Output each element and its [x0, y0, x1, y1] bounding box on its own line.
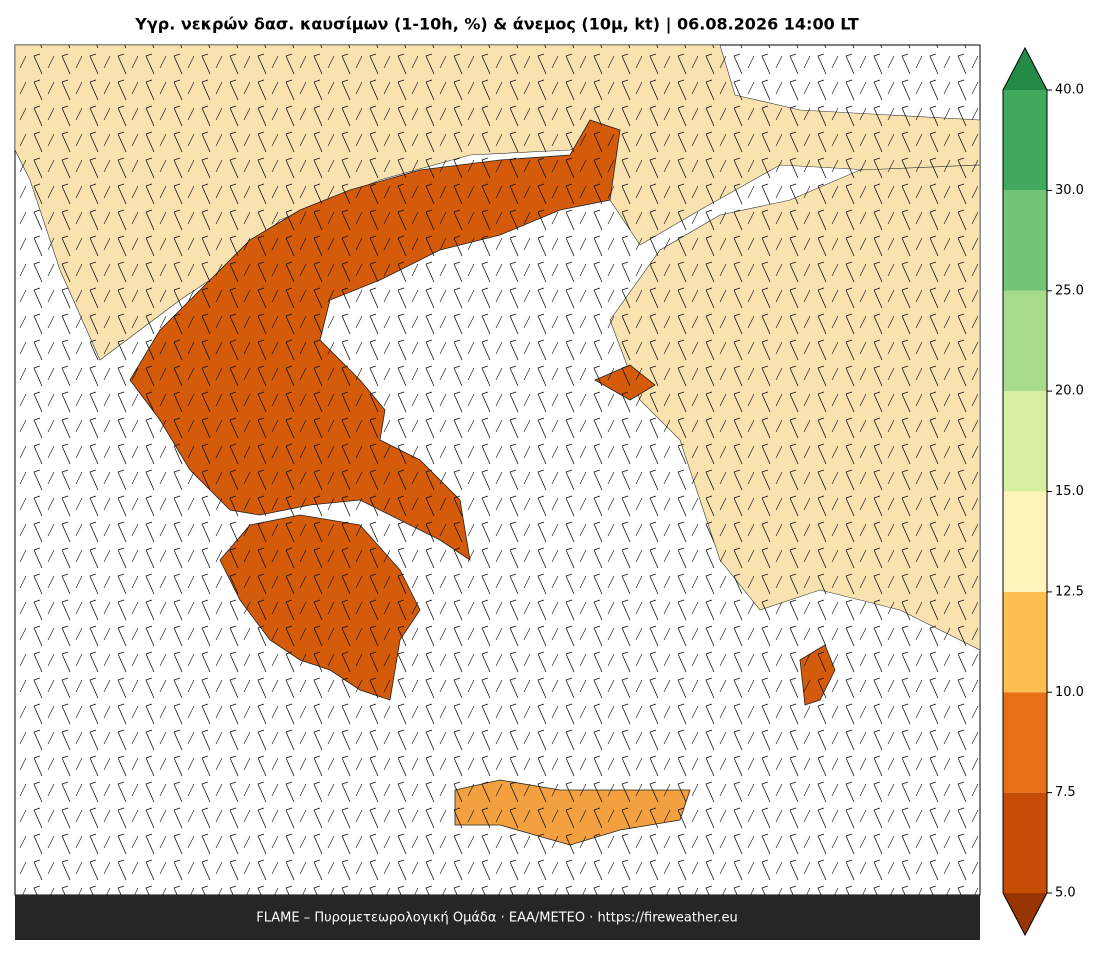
footer-text: FLAME – Πυρομετεωρολογική Ομάδα · ΕΑΑ/ME…	[256, 911, 738, 926]
colorbar-tick-label: 5.0	[1055, 886, 1076, 901]
colorbar-tick-label: 10.0	[1055, 685, 1084, 700]
colorbar-over	[1003, 48, 1047, 90]
colorbar-segment	[1003, 792, 1047, 893]
colorbar-tick-label: 7.5	[1055, 785, 1076, 800]
colorbar-segment	[1003, 491, 1047, 592]
map-title: Υγρ. νεκρών δασ. καυσίμων (1-10h, %) & ά…	[134, 15, 859, 35]
colorbar-segment	[1003, 692, 1047, 793]
colorbar-tick-label: 40.0	[1055, 83, 1084, 98]
colorbar-segment	[1003, 591, 1047, 693]
colorbar: 5.0 7.5 10.0 12.5 15.0 20.0 25.0 30.0 40.0	[1002, 46, 1084, 937]
colorbar-segment	[1003, 391, 1047, 492]
colorbar-under	[1003, 893, 1047, 935]
colorbar-tick-label: 12.5	[1055, 584, 1084, 599]
colorbar-tick-label: 30.0	[1055, 183, 1084, 198]
colorbar-tick-label: 20.0	[1055, 384, 1084, 399]
colorbar-tick-label: 25.0	[1055, 283, 1084, 298]
colorbar-tick-label: 15.0	[1055, 484, 1084, 499]
footer-bar	[15, 895, 980, 940]
colorbar-segment	[1003, 190, 1047, 291]
colorbar-segment	[1003, 290, 1047, 392]
map: FLAME – Πυρομετεωρολογική Ομάδα · ΕΑΑ/ME…	[14, 44, 981, 940]
wind-barbs	[15, 45, 980, 895]
colorbar-segment	[1003, 90, 1047, 191]
